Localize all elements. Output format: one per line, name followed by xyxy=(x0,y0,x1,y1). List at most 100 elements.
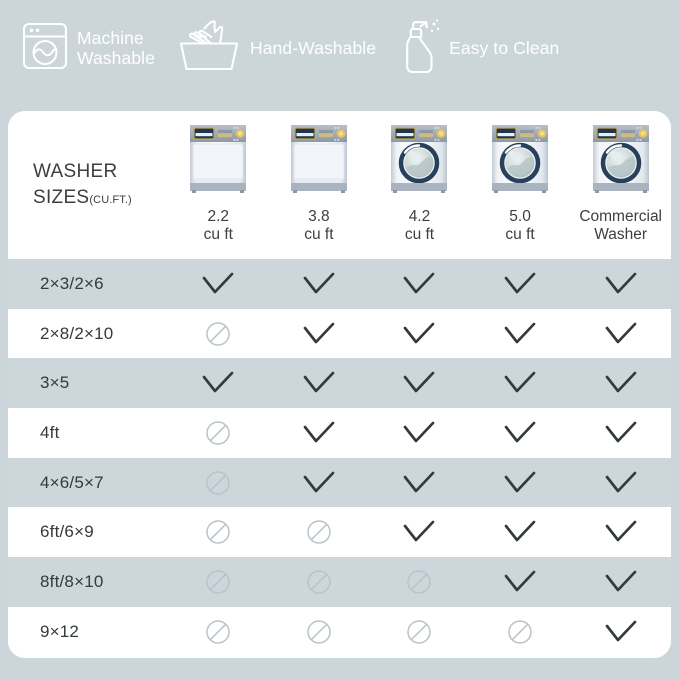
table-row: 4ft xyxy=(8,408,671,458)
not-allowed-icon xyxy=(407,619,432,644)
not-allowed-icon xyxy=(206,321,231,346)
cell-check-icon xyxy=(369,408,470,458)
not-allowed-icon xyxy=(307,520,331,545)
check-icon xyxy=(303,471,335,492)
table-body: 2×3/2×6 2×8/2×10 3×5 4ft 4×6/5×7 6ft/6×9 8ft/8… xyxy=(8,259,671,657)
front-load-washer-icon xyxy=(487,120,553,203)
column-header-4: 5.0 cu ft xyxy=(470,111,571,259)
table-header-row: WASHER SIZES(CU.FT.) xyxy=(8,111,671,259)
cell-check-icon xyxy=(570,458,671,508)
check-icon xyxy=(404,471,435,492)
not-allowed-icon xyxy=(206,520,231,545)
column-header-label: 4.2 cu ft xyxy=(404,208,435,244)
check-icon xyxy=(605,570,637,592)
check-icon xyxy=(303,272,335,294)
cell-check-icon xyxy=(470,408,571,458)
cell-check-icon xyxy=(470,259,571,309)
table-title: WASHER SIZES(CU.FT.) xyxy=(8,111,168,259)
not-allowed-icon xyxy=(206,570,231,594)
column-header-label: 5.0 cu ft xyxy=(505,208,535,244)
check-icon xyxy=(504,520,536,542)
not-allowed-icon xyxy=(508,619,532,644)
column-header-2: 3.8 cu ft xyxy=(269,111,370,259)
hand-wash-basin-icon xyxy=(177,19,241,78)
check-icon xyxy=(504,272,536,294)
top-load-washer-icon xyxy=(286,120,352,203)
washer-sizes-table-card: WASHER SIZES(CU.FT.) xyxy=(8,111,671,658)
column-header-1: 2.2 cu ft xyxy=(168,111,269,259)
table-row: 2×8/2×10 xyxy=(8,308,671,359)
check-icon xyxy=(504,570,536,592)
cell-not-allowed-icon xyxy=(369,557,470,607)
check-icon xyxy=(605,421,637,443)
check-icon xyxy=(202,371,234,393)
cell-not-allowed-icon xyxy=(269,507,370,557)
check-icon xyxy=(404,421,435,443)
check-icon xyxy=(303,322,335,343)
cell-check-icon xyxy=(470,507,571,557)
cell-check-icon xyxy=(570,408,671,458)
check-icon xyxy=(404,322,435,343)
front-load-washer-icon xyxy=(386,120,452,203)
table-row: 2×3/2×6 xyxy=(8,259,671,309)
check-icon xyxy=(605,471,637,492)
check-icon xyxy=(605,272,637,294)
cell-check-icon xyxy=(470,557,571,607)
cell-check-icon xyxy=(570,309,671,359)
feature-easy-to-clean: Easy to Clean xyxy=(398,18,559,79)
row-label: 8ft/8×10 xyxy=(40,571,104,591)
not-allowed-icon xyxy=(407,570,432,594)
check-icon xyxy=(504,471,536,492)
table-title-line2: SIZES(CU.FT.) xyxy=(33,185,168,211)
check-icon xyxy=(404,520,435,542)
check-icon xyxy=(605,322,637,343)
feature-label: Machine Washable xyxy=(77,27,155,68)
row-label: 6ft/6×9 xyxy=(40,522,94,542)
cell-check-icon xyxy=(369,309,470,359)
spray-bottle-icon xyxy=(398,18,440,79)
cell-check-icon xyxy=(168,259,269,309)
row-label: 4ft xyxy=(40,422,60,442)
cell-check-icon xyxy=(570,259,671,309)
cell-check-icon xyxy=(369,458,470,508)
cell-check-icon xyxy=(269,259,370,309)
not-allowed-icon xyxy=(307,570,331,594)
cell-check-icon xyxy=(269,408,370,458)
not-allowed-icon xyxy=(307,619,331,644)
row-label: 4×6/5×7 xyxy=(40,472,104,492)
cell-check-icon xyxy=(369,259,470,309)
cell-check-icon xyxy=(570,507,671,557)
row-label: 3×5 xyxy=(40,373,70,393)
cell-not-allowed-icon xyxy=(269,557,370,607)
check-icon xyxy=(303,421,335,443)
not-allowed-icon xyxy=(206,619,231,644)
check-icon xyxy=(605,620,637,642)
feature-label: Hand-Washable xyxy=(249,37,377,58)
table-row: 8ft/8×10 xyxy=(8,557,671,607)
table-title-line1: WASHER xyxy=(33,161,118,183)
cell-not-allowed-icon xyxy=(470,607,571,657)
column-header-3: 4.2 cu ft xyxy=(369,111,470,259)
cell-check-icon xyxy=(269,358,370,408)
cell-check-icon xyxy=(269,309,370,359)
row-label: 2×8/2×10 xyxy=(40,323,114,343)
row-label: 2×3/2×6 xyxy=(40,273,104,293)
check-icon xyxy=(504,322,536,343)
check-icon xyxy=(202,272,234,294)
cell-check-icon xyxy=(369,507,470,557)
not-allowed-icon xyxy=(206,470,231,495)
cell-check-icon xyxy=(570,607,671,657)
cell-check-icon xyxy=(570,358,671,408)
column-header-label: 2.2 cu ft xyxy=(203,208,233,244)
not-allowed-icon xyxy=(206,421,231,445)
cell-not-allowed-icon xyxy=(168,607,269,657)
table-row: 4×6/5×7 xyxy=(8,457,671,508)
check-icon xyxy=(605,371,637,393)
cell-not-allowed-icon xyxy=(168,408,269,458)
check-icon xyxy=(404,371,435,393)
cell-not-allowed-icon xyxy=(269,607,370,657)
cell-not-allowed-icon xyxy=(369,607,470,657)
cell-check-icon xyxy=(570,557,671,607)
row-label: 9×12 xyxy=(40,621,80,641)
table-row: 9×12 xyxy=(8,606,671,657)
